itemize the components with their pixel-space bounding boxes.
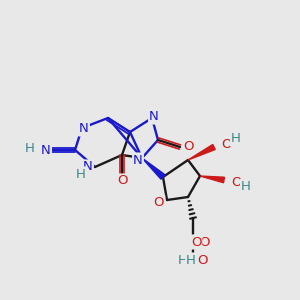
Polygon shape bbox=[188, 145, 215, 160]
Polygon shape bbox=[142, 158, 165, 179]
Text: N: N bbox=[41, 143, 51, 157]
Text: O: O bbox=[191, 236, 201, 248]
Text: O: O bbox=[197, 254, 208, 268]
Text: O: O bbox=[183, 140, 193, 152]
Text: O: O bbox=[231, 176, 242, 188]
Text: N: N bbox=[149, 110, 159, 124]
Text: O: O bbox=[199, 236, 209, 248]
Text: O: O bbox=[118, 175, 128, 188]
Polygon shape bbox=[200, 176, 224, 183]
Text: H: H bbox=[231, 133, 241, 146]
Text: H: H bbox=[76, 167, 86, 181]
Text: H: H bbox=[186, 254, 196, 266]
Text: H: H bbox=[241, 179, 251, 193]
Text: H: H bbox=[25, 142, 35, 155]
Text: N: N bbox=[83, 160, 93, 173]
Text: N: N bbox=[133, 154, 143, 166]
Text: H: H bbox=[178, 254, 188, 268]
Text: O: O bbox=[154, 196, 164, 208]
Text: O: O bbox=[221, 137, 232, 151]
Text: N: N bbox=[79, 122, 89, 136]
